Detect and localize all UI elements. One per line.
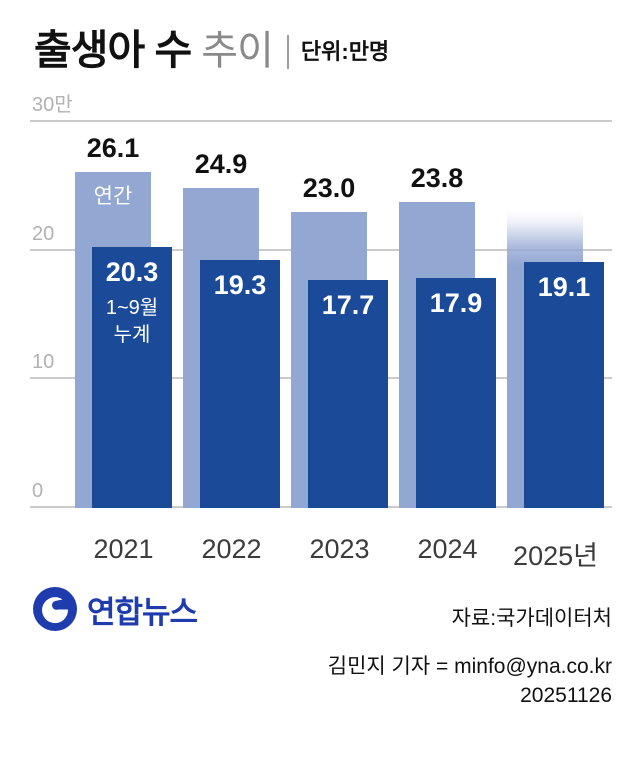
title-sub: 추이 <box>201 29 274 74</box>
title-main: 출생아 수 <box>34 27 192 73</box>
cumulative-bar-2023 <box>308 280 388 508</box>
cumulative-value-2021: 20.3 <box>105 256 159 287</box>
cumulative-value-2024: 17.9 <box>429 287 483 318</box>
x-axis-label-2021: 2021 <box>93 534 154 564</box>
x-axis-label-2022: 2022 <box>201 534 262 564</box>
cumulative-value-2025년: 19.1 <box>537 272 591 303</box>
cumulative-bar-2021 <box>92 246 172 508</box>
reporter-byline: 김민지 기자 = minfo@yna.co.kr <box>327 655 612 678</box>
annual-value-2023: 23.0 <box>302 173 356 204</box>
gridline-30 <box>30 120 612 122</box>
annual-value-2021: 26.1 <box>86 133 140 164</box>
annual-value-2022: 24.9 <box>194 148 248 179</box>
x-axis-label-2025년: 2025년 <box>513 541 598 571</box>
yonhap-logo-text: 연합뉴스 <box>87 594 198 630</box>
page-title: 출생아 수 추이 단위:만명 <box>34 27 390 74</box>
yonhap-logo-icon <box>33 587 77 631</box>
unit-label: 단위:만명 <box>300 39 390 65</box>
y-axis-tick-0: 0 <box>32 480 44 502</box>
annual-value-2024: 23.8 <box>410 162 464 193</box>
cumulative-bar-2022 <box>200 259 280 508</box>
cumulative-bar-2025년 <box>524 262 604 508</box>
source-credit: 자료:국가데이터처 <box>451 607 612 630</box>
cumulative-value-2023: 17.7 <box>321 290 375 321</box>
title-divider <box>286 35 289 70</box>
y-axis-tick-20: 20 <box>32 222 55 245</box>
date-stamp: 20251126 <box>520 684 612 707</box>
bar-chart: 0 10 20 30만 26.1 연간 20.3 1~9월 누계 2021 24.9 19.3 2022… <box>30 94 612 571</box>
cumulative-value-2022: 19.3 <box>213 269 267 300</box>
y-axis-tick-10: 10 <box>32 351 55 374</box>
annual-series-label: 연간 <box>93 185 133 209</box>
yonhap-logo: 연합뉴스 <box>32 586 198 632</box>
x-axis-label-2024: 2024 <box>417 534 478 564</box>
cumulative-bar-2024 <box>416 277 496 508</box>
y-axis-tick-30: 30만 <box>32 94 73 116</box>
cumulative-series-label: 1~9월 누계 <box>105 296 159 346</box>
x-axis-label-2023: 2023 <box>309 534 370 564</box>
